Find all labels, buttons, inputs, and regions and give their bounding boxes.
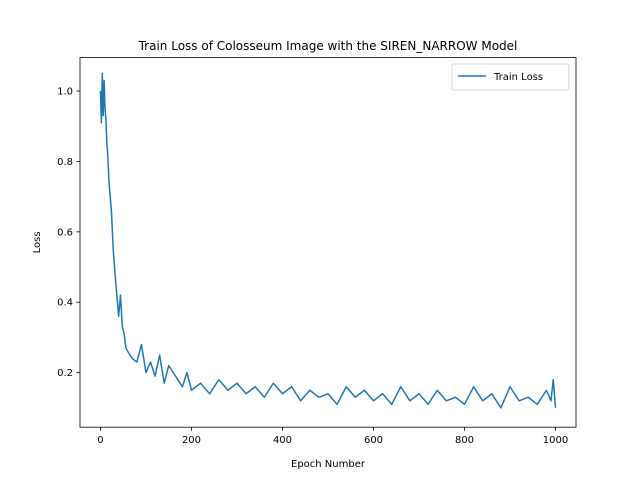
x-tick-label: 0 — [97, 435, 103, 446]
series-line-train-loss — [99, 72, 557, 409]
legend-box — [451, 63, 570, 91]
legend-label-train-loss: Train Loss — [493, 72, 543, 83]
plot-area — [80, 57, 576, 428]
y-tick-label: 0.4 — [57, 298, 73, 309]
x-tick-label: 200 — [182, 435, 201, 446]
x-tick-label: 600 — [364, 435, 383, 446]
y-tick-label: 1.0 — [57, 87, 73, 98]
x-axis-label: Epoch Number — [291, 459, 366, 470]
x-tick-label: 1000 — [543, 435, 568, 446]
chart-title: Train Loss of Colosseum Image with the S… — [138, 39, 518, 53]
y-tick-label: 0.2 — [57, 368, 73, 379]
y-tick-label: 0.6 — [57, 227, 73, 238]
legend: Train Loss — [451, 63, 570, 91]
y-axis-label: Loss — [32, 231, 43, 253]
y-tick-label: 0.8 — [57, 157, 73, 168]
x-tick-label: 800 — [455, 435, 474, 446]
x-tick-label: 400 — [273, 435, 292, 446]
series-layer — [99, 72, 557, 409]
axes-frame — [79, 57, 577, 428]
ticks-layer: 0 200 400 600 800 1000 0.2 0.4 0.6 0.8 1.0 — [57, 87, 568, 447]
